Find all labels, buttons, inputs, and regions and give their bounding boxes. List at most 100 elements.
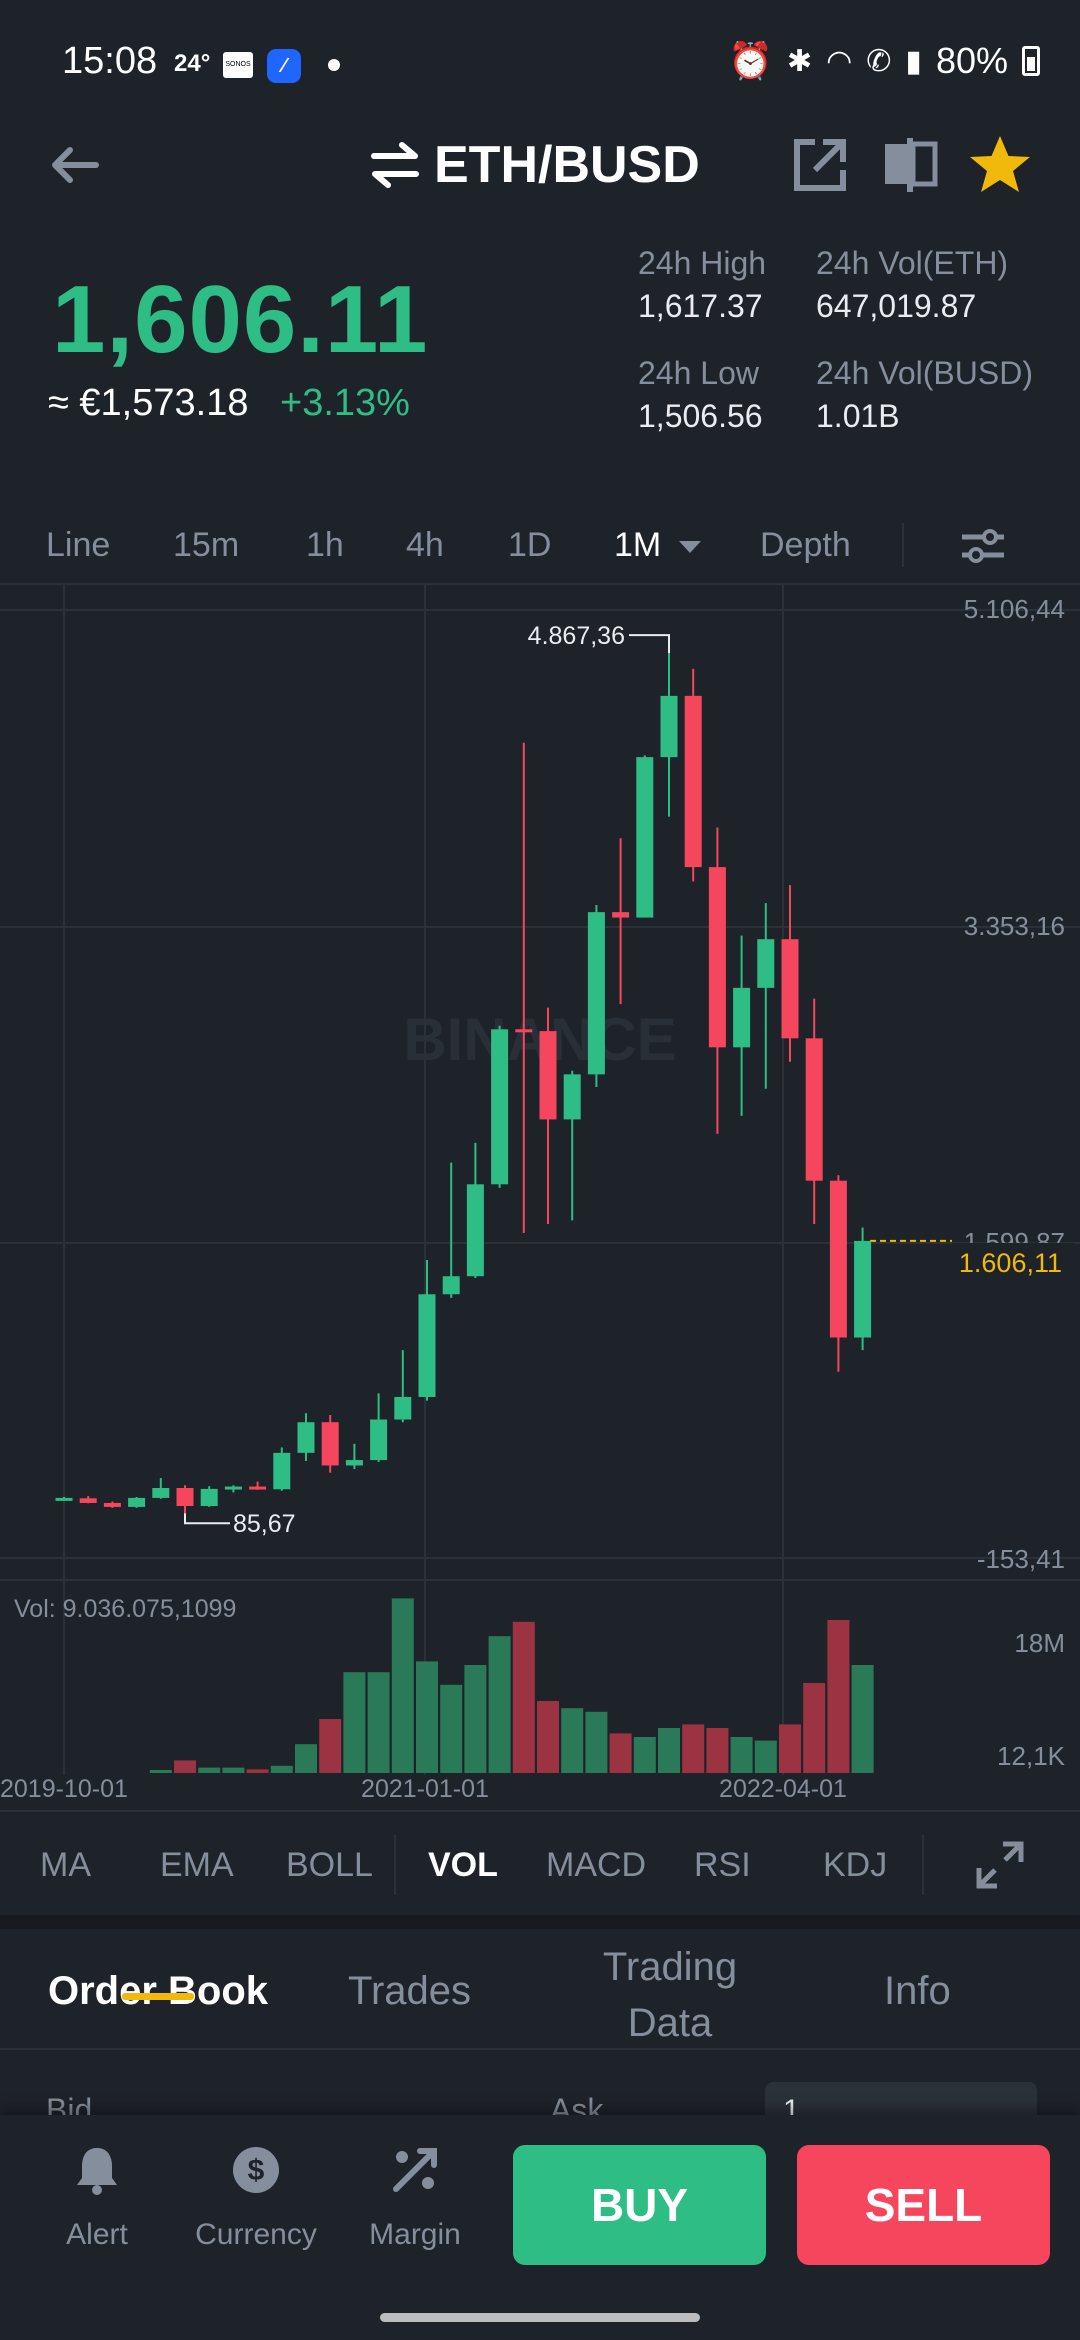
candle-body — [612, 912, 630, 918]
caret-down-icon — [678, 541, 701, 554]
alarm-icon: ⏰ — [728, 40, 773, 81]
indicator-divider — [922, 1835, 924, 1895]
tab-trades[interactable]: Trades — [348, 1969, 472, 2013]
home-indicator[interactable] — [380, 2313, 700, 2322]
candle-body — [757, 939, 775, 988]
candle-body — [587, 912, 605, 1075]
candle-body — [563, 1074, 581, 1120]
candle-body — [370, 1419, 388, 1461]
candle-body — [103, 1502, 121, 1507]
share-button[interactable] — [785, 130, 855, 200]
candle-body — [636, 757, 654, 918]
tab-line[interactable]: Line — [46, 526, 111, 564]
indicator-ma[interactable]: MA — [40, 1846, 91, 1884]
candle-body — [79, 1498, 97, 1503]
candle-body — [345, 1460, 363, 1466]
buy-button[interactable]: BUY — [513, 2145, 766, 2265]
volume-bar — [343, 1672, 366, 1773]
tab-1d[interactable]: 1D — [508, 526, 552, 564]
notification-app-icon: ⁄ — [267, 49, 301, 83]
fullscreen-button[interactable] — [975, 1840, 1025, 1890]
arrow-left-icon — [52, 147, 99, 183]
favorite-button[interactable] — [965, 130, 1035, 200]
tab-trading-data-line1: Trading — [602, 1945, 738, 1989]
stat-value: 1.01B — [816, 398, 900, 434]
margin-nav[interactable]: Margin — [345, 2140, 485, 2252]
pair-selector[interactable]: ETH/BUSD — [370, 130, 700, 200]
chart-settings-button[interactable] — [958, 521, 1008, 571]
volume-bar — [222, 1767, 245, 1773]
tab-depth[interactable]: Depth — [760, 526, 851, 564]
candle-body — [418, 1294, 436, 1397]
alert-nav[interactable]: Alert — [27, 2140, 167, 2252]
compare-button[interactable] — [875, 130, 945, 200]
tab-1m[interactable]: 1M — [614, 505, 703, 585]
tab-4h[interactable]: 4h — [406, 526, 444, 564]
stat-value: 647,019.87 — [816, 288, 977, 324]
candle-body — [152, 1487, 170, 1498]
volume-axis-min: 12,1K — [997, 1741, 1066, 1771]
battery-percent: 80% — [935, 40, 1008, 81]
tab-divider — [902, 523, 904, 567]
tab-1h[interactable]: 1h — [306, 526, 344, 564]
indicator-vol[interactable]: VOL — [428, 1846, 498, 1884]
price-axis-label: -153,41 — [977, 1544, 1065, 1574]
volume-bar — [682, 1724, 705, 1773]
candlestick-chart[interactable]: BINANCE 5.106,44 3.353,16 1.599,87 -153,… — [0, 585, 1080, 1810]
battery-icon — [1022, 46, 1040, 76]
notification-dot-icon — [328, 59, 340, 71]
sell-button[interactable]: SELL — [797, 2145, 1050, 2265]
currency-nav[interactable]: $ Currency — [186, 2140, 326, 2252]
tab-info[interactable]: Info — [884, 1969, 951, 2013]
divider — [0, 2048, 1080, 2050]
margin-label: Margin — [369, 2218, 461, 2251]
status-temperature: 24° — [174, 50, 211, 77]
stat-label: 24h Vol(BUSD) — [816, 355, 1033, 391]
volume-bar — [585, 1711, 608, 1773]
indicator-kdj[interactable]: KDJ — [823, 1846, 888, 1884]
indicator-ema[interactable]: EMA — [160, 1846, 234, 1884]
volume-bar — [295, 1744, 317, 1773]
candle-body — [394, 1396, 412, 1420]
candle-body — [55, 1497, 73, 1501]
tab-order-book[interactable]: Order Book — [48, 1969, 269, 2013]
tab-trading-data[interactable]: Trading Data — [590, 1939, 750, 2051]
high-marker-label: 4.867,36 — [528, 622, 625, 650]
x-axis-label: 2022-04-01 — [719, 1775, 847, 1803]
interval-tabs: Line 15m 1h 4h 1D 1M Depth — [0, 505, 1080, 585]
volume-bar — [512, 1621, 535, 1773]
stat-24h-high: 24h High 1,617.37 — [638, 245, 766, 325]
volume-bar — [464, 1665, 487, 1773]
chart-grid — [0, 585, 1080, 1775]
stat-24h-vol-eth: 24h Vol(ETH) 647,019.87 — [816, 245, 1008, 325]
back-button[interactable] — [40, 130, 110, 200]
section-gap — [0, 1915, 1080, 1929]
volume-bar — [779, 1724, 801, 1773]
price-axis-label: 5.106,44 — [964, 594, 1065, 624]
share-icon — [794, 139, 846, 191]
volume-bar — [730, 1737, 753, 1773]
tab-15m[interactable]: 15m — [173, 526, 240, 564]
system-icons: ⏰ ✱ ◠ ✆ ▮ 80% — [728, 40, 1040, 82]
indicator-macd[interactable]: MACD — [546, 1846, 647, 1884]
volume-bar — [198, 1767, 221, 1773]
price-change: +3.13% — [280, 382, 410, 424]
wifi-icon: ◠ — [826, 44, 853, 78]
candles — [55, 634, 872, 1525]
volume-bar — [803, 1683, 826, 1773]
sonos-app-icon: SONOS — [223, 52, 253, 78]
candle-body — [200, 1488, 218, 1507]
tab-1m-label: 1M — [614, 526, 662, 564]
candle-body — [539, 1031, 557, 1120]
price-axis-label: 3.353,16 — [964, 911, 1065, 941]
stat-24h-vol-busd: 24h Vol(BUSD) 1.01B — [816, 355, 1033, 435]
bell-icon — [77, 2148, 117, 2195]
active-tab-indicator — [122, 1993, 194, 2000]
volume-bar — [561, 1708, 584, 1773]
currency-label: Currency — [195, 2218, 317, 2251]
volume-bar — [319, 1719, 342, 1773]
indicator-rsi[interactable]: RSI — [694, 1846, 751, 1884]
indicator-boll[interactable]: BOLL — [286, 1846, 373, 1884]
stat-value: 1,506.56 — [638, 398, 763, 434]
market-tabs: Order Book Trades Trading Data Info — [0, 1929, 1080, 2049]
